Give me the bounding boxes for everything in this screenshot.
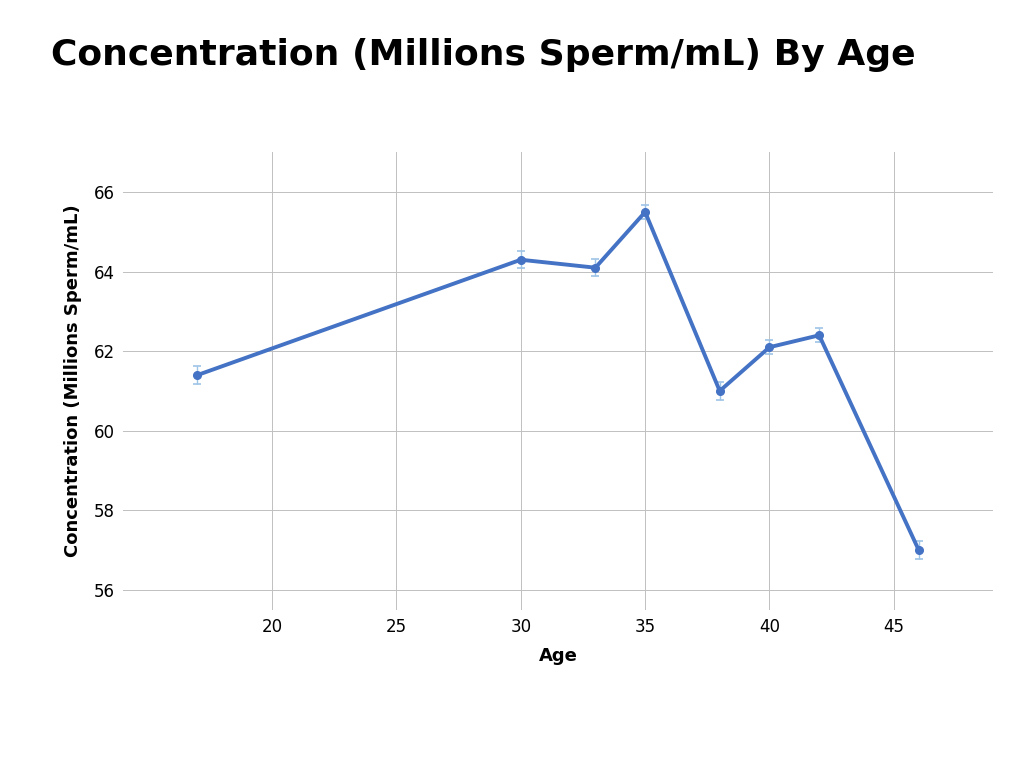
Text: nahalfertility.com: nahalfertility.com <box>31 716 332 746</box>
X-axis label: Age: Age <box>539 647 578 665</box>
Text: Concentration (Millions Sperm/mL) By Age: Concentration (Millions Sperm/mL) By Age <box>51 38 915 72</box>
Y-axis label: Concentration (Millions Sperm/mL): Concentration (Millions Sperm/mL) <box>65 205 82 557</box>
